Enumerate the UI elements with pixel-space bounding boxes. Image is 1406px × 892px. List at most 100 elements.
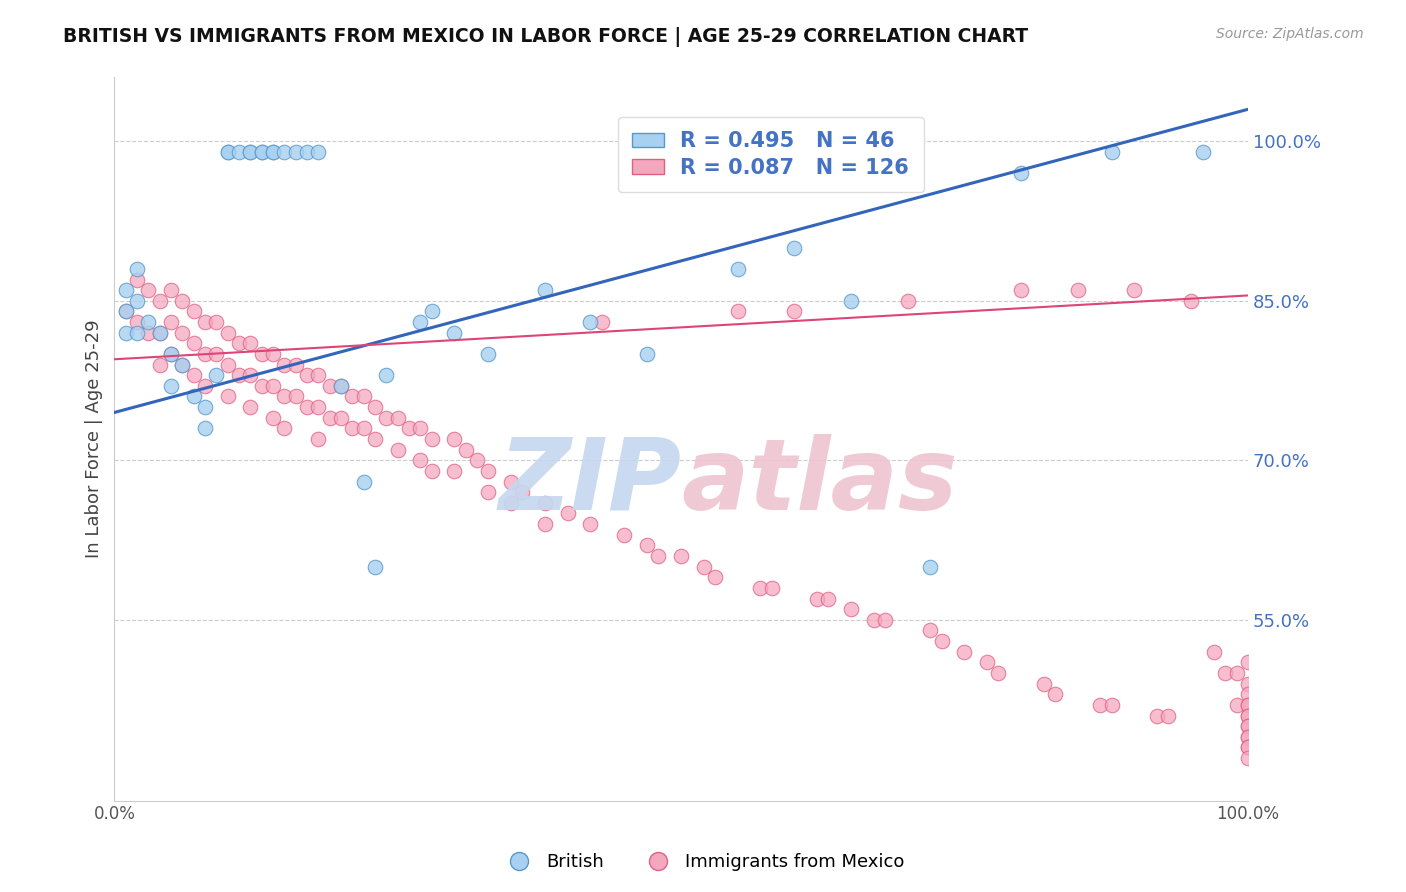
Point: [1237, 740, 1260, 755]
Point: [114, 304, 136, 318]
Point: [114, 283, 136, 297]
Point: [217, 145, 239, 159]
Point: [1225, 665, 1247, 680]
Point: [1213, 665, 1236, 680]
Point: [1237, 687, 1260, 701]
Point: [512, 485, 534, 500]
Point: [1101, 145, 1123, 159]
Point: [217, 326, 239, 340]
Point: [138, 283, 160, 297]
Point: [931, 634, 953, 648]
Point: [420, 432, 443, 446]
Point: [262, 410, 284, 425]
Point: [806, 591, 828, 606]
Point: [284, 145, 307, 159]
Point: [443, 464, 465, 478]
Point: [1237, 708, 1260, 723]
Point: [727, 261, 749, 276]
Point: [875, 613, 897, 627]
Point: [217, 389, 239, 403]
Point: [443, 326, 465, 340]
Point: [160, 347, 183, 361]
Point: [420, 304, 443, 318]
Point: [205, 347, 228, 361]
Point: [125, 315, 148, 329]
Point: [704, 570, 727, 584]
Point: [783, 241, 806, 255]
Point: [534, 283, 557, 297]
Point: [420, 464, 443, 478]
Point: [160, 347, 183, 361]
Point: [647, 549, 669, 563]
Point: [239, 145, 262, 159]
Point: [284, 389, 307, 403]
Point: [1237, 730, 1260, 744]
Point: [114, 326, 136, 340]
Point: [138, 315, 160, 329]
Point: [761, 581, 783, 595]
Point: [239, 336, 262, 351]
Point: [125, 272, 148, 286]
Point: [398, 421, 420, 435]
Point: [1237, 740, 1260, 755]
Point: [669, 549, 692, 563]
Point: [1237, 719, 1260, 733]
Point: [194, 400, 217, 414]
Point: [783, 304, 806, 318]
Point: [987, 665, 1010, 680]
Point: [353, 389, 375, 403]
Point: [217, 145, 239, 159]
Point: [149, 326, 172, 340]
Point: [1237, 751, 1260, 765]
Point: [295, 145, 318, 159]
Point: [295, 368, 318, 383]
Point: [353, 421, 375, 435]
Point: [183, 304, 205, 318]
Text: atlas: atlas: [681, 434, 957, 531]
Point: [920, 559, 942, 574]
Point: [149, 293, 172, 308]
Point: [501, 475, 523, 489]
Point: [205, 315, 228, 329]
Point: [149, 358, 172, 372]
Point: [250, 145, 273, 159]
Point: [534, 496, 557, 510]
Point: [194, 379, 217, 393]
Point: [172, 358, 194, 372]
Point: [465, 453, 488, 467]
Point: [920, 624, 942, 638]
Point: [443, 432, 465, 446]
Point: [613, 527, 636, 541]
Point: [693, 559, 716, 574]
Point: [477, 464, 499, 478]
Point: [149, 326, 172, 340]
Point: [273, 389, 295, 403]
Point: [1237, 656, 1260, 670]
Legend: British, Immigrants from Mexico: British, Immigrants from Mexico: [494, 847, 912, 879]
Y-axis label: In Labor Force | Age 25-29: In Labor Force | Age 25-29: [86, 319, 103, 558]
Point: [194, 347, 217, 361]
Legend: R = 0.495   N = 46, R = 0.087   N = 126: R = 0.495 N = 46, R = 0.087 N = 126: [617, 117, 924, 192]
Point: [160, 315, 183, 329]
Point: [579, 315, 602, 329]
Point: [125, 261, 148, 276]
Point: [897, 293, 920, 308]
Point: [262, 379, 284, 393]
Point: [409, 315, 432, 329]
Point: [262, 145, 284, 159]
Text: ZIP: ZIP: [498, 434, 681, 531]
Point: [250, 145, 273, 159]
Point: [501, 496, 523, 510]
Point: [319, 379, 342, 393]
Point: [409, 421, 432, 435]
Text: Source: ZipAtlas.com: Source: ZipAtlas.com: [1216, 27, 1364, 41]
Point: [454, 442, 477, 457]
Point: [250, 379, 273, 393]
Point: [953, 645, 976, 659]
Point: [295, 400, 318, 414]
Point: [1010, 283, 1032, 297]
Point: [160, 283, 183, 297]
Point: [375, 368, 398, 383]
Point: [273, 145, 295, 159]
Point: [1237, 719, 1260, 733]
